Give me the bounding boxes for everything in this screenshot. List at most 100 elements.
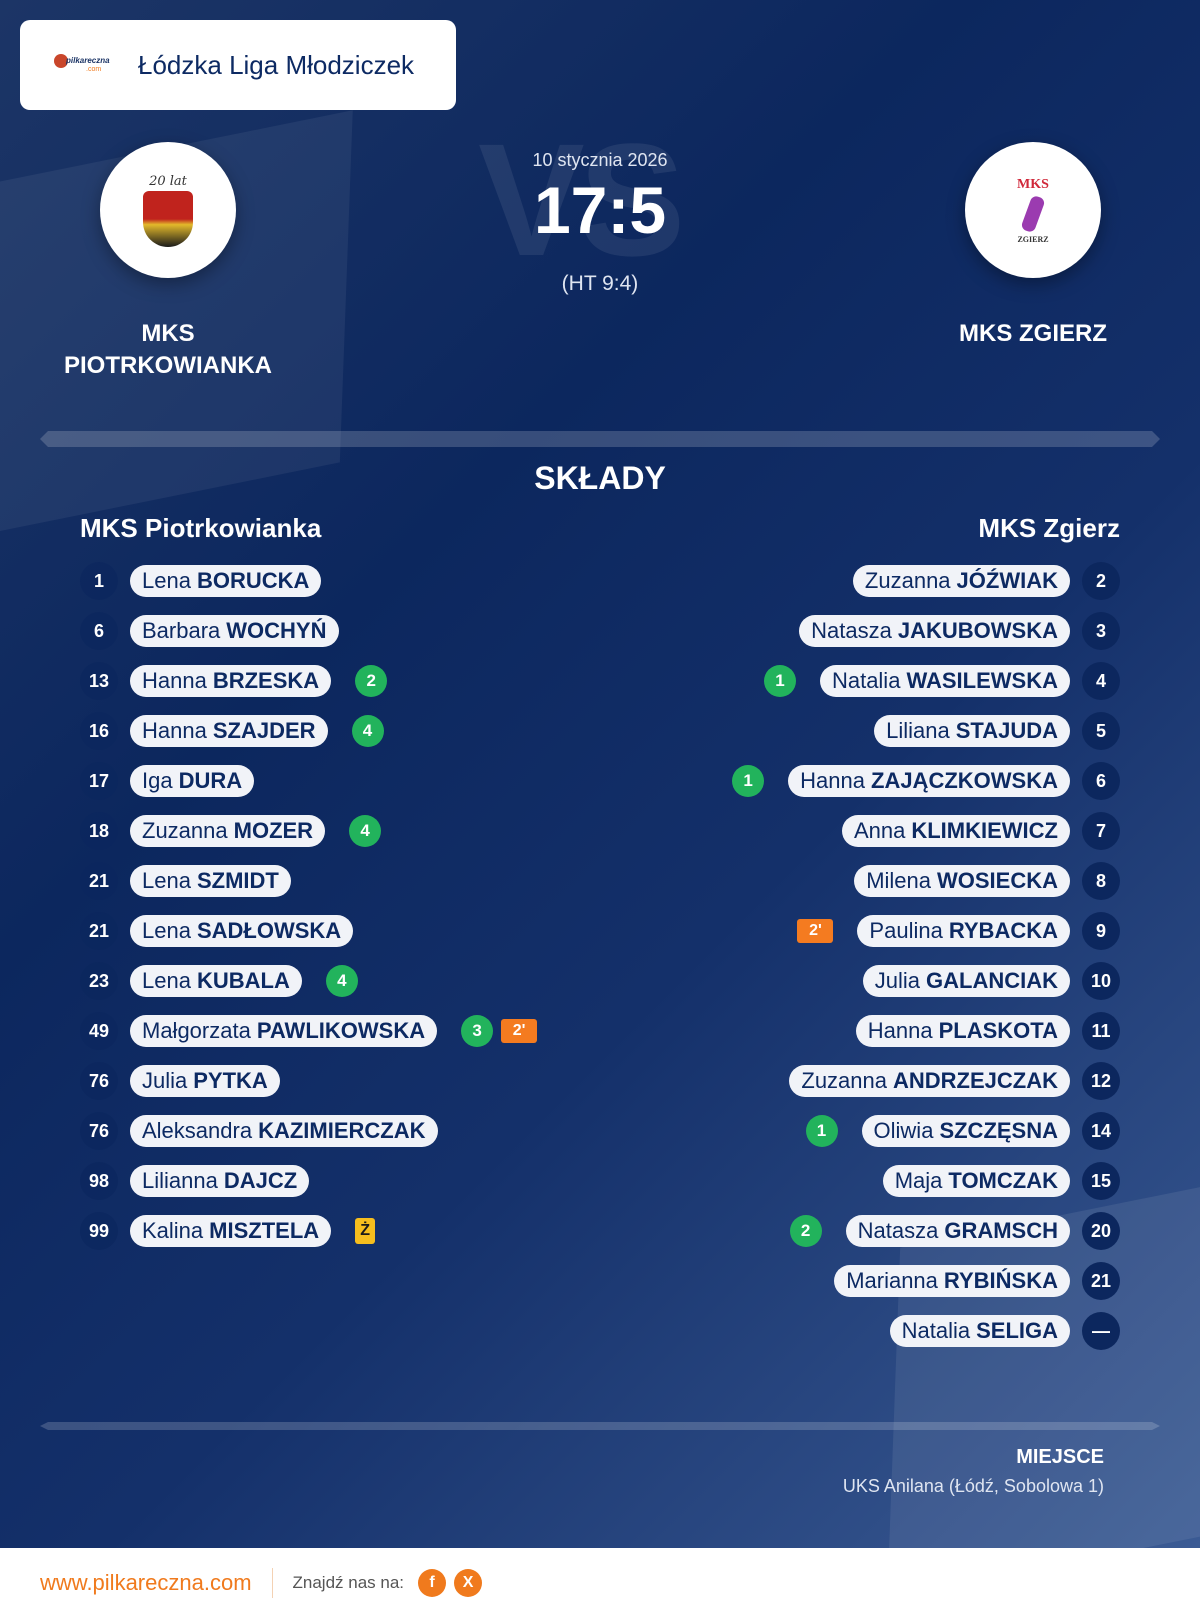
crest-icon	[143, 190, 193, 247]
player-name: Marianna RYBIŃSKA	[834, 1265, 1070, 1297]
player-row[interactable]: Zuzanna ANDRZEJCZAK 12	[732, 1056, 1120, 1106]
x-icon[interactable]: X	[454, 1569, 483, 1597]
jersey-number: 12	[1082, 1062, 1120, 1100]
player-row[interactable]: Natasza JAKUBOWSKA 3	[732, 606, 1120, 656]
footer: www.pilkareczna.com Znajdź nas na: f X	[0, 1548, 1200, 1618]
jersey-number: 76	[80, 1062, 118, 1100]
goals-badge: 4	[349, 815, 382, 847]
jersey-number: 16	[80, 712, 118, 750]
player-row[interactable]: Zuzanna JÓŹWIAK 2	[732, 556, 1120, 606]
jersey-number: 13	[80, 662, 118, 700]
player-name: Milena WOSIECKA	[854, 865, 1070, 897]
jersey-number: 21	[80, 862, 118, 900]
player-row[interactable]: 2 Natasza GRAMSCH 20	[732, 1206, 1120, 1256]
player-row[interactable]: 1 Oliwia SZCZĘSNA 14	[732, 1106, 1120, 1156]
player-row[interactable]: 6 Barbara WOCHYŃ	[80, 606, 537, 656]
goals-badge: 2	[355, 665, 388, 697]
player-name: Aleksandra KAZIMIERCZAK	[130, 1115, 438, 1147]
player-name: Barbara WOCHYŃ	[130, 615, 339, 647]
venue-value: UKS Anilana (Łódź, Sobolowa 1)	[842, 1476, 1104, 1496]
pilkareczna-logo-icon: pilkareczna .com	[52, 50, 116, 80]
player-row[interactable]: 1 Lena BORUCKA	[80, 556, 537, 606]
goals-badge: 2	[789, 1215, 822, 1247]
yellow-card-icon: Ż	[355, 1218, 376, 1244]
goals-badge: 3	[461, 1015, 494, 1047]
player-row[interactable]: Julia GALANCIAK 10	[732, 956, 1120, 1006]
player-row[interactable]: 98 Lilianna DAJCZ	[80, 1156, 537, 1206]
final-score: 17:5	[533, 173, 667, 247]
player-name: Hanna PLASKOTA	[855, 1015, 1070, 1047]
player-name: Lena SADŁOWSKA	[130, 915, 354, 947]
jersey-number: 49	[80, 1012, 118, 1050]
goals-badge: 1	[763, 665, 796, 697]
home-team-logo[interactable]: 20 lat	[100, 142, 236, 278]
home-team-name[interactable]: MKS PIOTRKOWIANKA	[64, 320, 272, 379]
away-lineup: Zuzanna JÓŹWIAK 2 Natasza JAKUBOWSKA 3 1 Nata…	[732, 556, 1120, 1356]
jersey-number: 2	[1082, 562, 1120, 600]
handball-player-icon	[1020, 194, 1046, 233]
player-name: Natalia WASILEWSKA	[819, 665, 1070, 697]
footer-separator	[271, 1568, 273, 1598]
player-row[interactable]: Anna KLIMKIEWICZ 7	[732, 806, 1120, 856]
player-row[interactable]: 49 Małgorzata PAWLIKOWSKA 3 2'	[80, 1006, 538, 1056]
player-name: Julia GALANCIAK	[862, 965, 1070, 997]
player-row[interactable]: 16 Hanna SZAJDER 4	[80, 706, 537, 756]
league-card[interactable]: pilkareczna .com Łódzka Liga Młodziczek	[20, 20, 456, 110]
player-row[interactable]: Natalia SELIGA —	[732, 1306, 1120, 1356]
player-name: Natalia SELIGA	[889, 1315, 1070, 1347]
player-row[interactable]: 13 Hanna BRZESKA 2	[80, 656, 537, 706]
player-row[interactable]: 21 Lena SZMIDT	[80, 856, 537, 906]
league-title: Łódzka Liga Młodziczek	[138, 49, 415, 80]
jersey-number: —	[1082, 1312, 1120, 1350]
vs-watermark: VS	[478, 110, 685, 289]
player-row[interactable]: 1 Hanna ZAJĄCZKOWSKA 6	[732, 756, 1120, 806]
find-us-label: Znajdź nas na:	[292, 1573, 405, 1592]
player-name: Julia PYTKA	[130, 1065, 280, 1097]
match-hero: pilkareczna .com Łódzka Liga Młodziczek …	[0, 0, 1200, 1548]
player-row[interactable]: Hanna PLASKOTA 11	[732, 1006, 1120, 1056]
player-row[interactable]: 99 Kalina MISZTELA Ż	[80, 1206, 537, 1256]
home-lineup-title: MKS Piotrkowianka	[80, 513, 322, 543]
facebook-icon[interactable]: f	[418, 1569, 447, 1597]
player-row[interactable]: 17 Iga DURA	[80, 756, 537, 806]
player-name: Lena KUBALA	[130, 965, 302, 997]
player-name: Iga DURA	[130, 765, 255, 797]
jersey-number: 4	[1082, 662, 1120, 700]
player-row[interactable]: 18 Zuzanna MOZER 4	[80, 806, 537, 856]
player-name: Natasza GRAMSCH	[845, 1215, 1070, 1247]
player-name: Hanna BRZESKA	[130, 665, 332, 697]
player-row[interactable]: 76 Aleksandra KAZIMIERCZAK	[80, 1106, 537, 1156]
player-name: Małgorzata PAWLIKOWSKA	[130, 1015, 438, 1047]
jersey-number: 21	[80, 912, 118, 950]
player-name: Lena SZMIDT	[130, 865, 291, 897]
player-row[interactable]: 1 Natalia WASILEWSKA 4	[732, 656, 1120, 706]
goals-badge: 1	[732, 765, 765, 797]
venue-label: MIEJSCE	[1016, 1446, 1104, 1468]
suspension-badge: 2'	[501, 1019, 538, 1043]
player-row[interactable]: Milena WOSIECKA 8	[732, 856, 1120, 906]
jersey-number: 8	[1082, 862, 1120, 900]
player-row[interactable]: 21 Lena SADŁOWSKA	[80, 906, 537, 956]
lineups-title: SKŁADY	[534, 460, 666, 496]
away-team-name[interactable]: MKS ZGIERZ	[959, 320, 1107, 347]
player-name: Anna KLIMKIEWICZ	[841, 815, 1070, 847]
player-row[interactable]: 76 Julia PYTKA	[80, 1056, 537, 1106]
jersey-number: 14	[1082, 1112, 1120, 1150]
divider	[40, 1422, 1160, 1430]
jersey-number: 7	[1082, 812, 1120, 850]
jersey-number: 76	[80, 1112, 118, 1150]
player-row[interactable]: Marianna RYBIŃSKA 21	[732, 1256, 1120, 1306]
jersey-number: 18	[80, 812, 118, 850]
site-link[interactable]: www.pilkareczna.com	[40, 1570, 252, 1595]
player-name: Zuzanna ANDRZEJCZAK	[789, 1065, 1070, 1097]
player-name: Lilianna DAJCZ	[130, 1165, 310, 1197]
jersey-number: 15	[1082, 1162, 1120, 1200]
away-team-logo[interactable]: MKS ZGIERZ	[965, 142, 1101, 278]
player-name: Zuzanna MOZER	[130, 815, 326, 847]
jersey-number: 3	[1082, 612, 1120, 650]
jersey-number: 11	[1082, 1012, 1120, 1050]
player-row[interactable]: 23 Lena KUBALA 4	[80, 956, 537, 1006]
player-row[interactable]: Maja TOMCZAK 15	[732, 1156, 1120, 1206]
player-row[interactable]: Liliana STAJUDA 5	[732, 706, 1120, 756]
player-row[interactable]: 2' Paulina RYBACKA 9	[732, 906, 1120, 956]
